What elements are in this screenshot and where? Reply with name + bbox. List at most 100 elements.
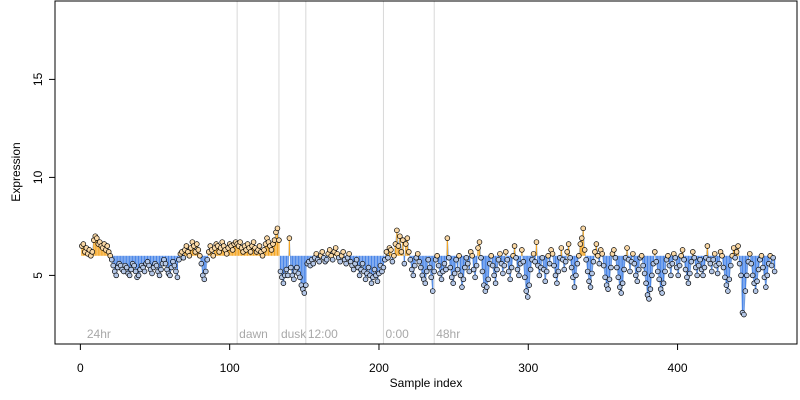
data-point — [602, 274, 608, 281]
data-point — [478, 255, 484, 261]
data-point — [758, 253, 765, 259]
data-point — [523, 288, 529, 294]
data-point — [618, 290, 624, 296]
data-point — [380, 264, 387, 271]
data-point — [768, 262, 775, 269]
data-point — [660, 280, 667, 286]
data-point — [462, 264, 468, 271]
data-point — [647, 286, 654, 292]
data-point — [513, 255, 519, 261]
data-point — [126, 272, 133, 279]
data-point — [259, 253, 266, 259]
data-point — [764, 272, 771, 279]
data-point — [656, 276, 662, 283]
data-point — [589, 270, 595, 277]
data-point — [173, 268, 179, 275]
data-point — [310, 260, 317, 267]
data-point — [600, 262, 607, 269]
data-point — [577, 241, 584, 247]
data-point — [472, 274, 478, 281]
data-point — [695, 262, 702, 269]
data-point — [194, 241, 200, 247]
data-point — [567, 255, 573, 261]
data-point — [504, 256, 511, 263]
data-point — [180, 255, 187, 261]
data-point — [561, 266, 567, 273]
data-point — [491, 272, 497, 279]
data-point — [719, 253, 725, 259]
data-point — [286, 235, 293, 241]
data-point — [581, 247, 588, 253]
data-point — [204, 256, 211, 263]
x-axis-title: Sample index — [390, 376, 463, 390]
data-point — [530, 251, 537, 257]
data-point — [665, 253, 671, 259]
data-point — [688, 258, 695, 265]
data-point — [398, 249, 405, 255]
data-point — [599, 251, 605, 257]
data-point — [659, 290, 665, 296]
data-point — [501, 262, 508, 269]
data-points — [79, 225, 778, 318]
data-point — [303, 282, 309, 288]
data-point — [400, 237, 406, 243]
data-point — [586, 278, 592, 285]
data-point — [701, 264, 708, 271]
data-point — [394, 227, 400, 234]
data-point — [733, 249, 740, 255]
data-point — [353, 256, 360, 263]
data-point — [616, 284, 623, 290]
data-point — [423, 268, 430, 275]
data-point — [771, 268, 778, 275]
annotation-label: 24hr — [87, 327, 111, 341]
annotation-label: dawn — [239, 327, 268, 341]
annotations: 24hr dawn dusk 12:00 0:00 48hr — [87, 327, 460, 341]
data-point — [132, 268, 139, 275]
data-point — [576, 253, 582, 259]
data-point — [401, 260, 408, 267]
data-point — [526, 282, 532, 288]
data-point — [343, 260, 349, 267]
data-point — [485, 276, 492, 283]
data-point — [407, 256, 414, 263]
data-point — [726, 276, 733, 283]
data-point — [453, 256, 459, 263]
data-point — [554, 280, 560, 286]
data-point — [492, 280, 499, 286]
data-point — [301, 290, 308, 296]
x-tick-label: 400 — [668, 361, 688, 375]
y-tick-label: 10 — [31, 170, 45, 184]
data-point — [313, 251, 320, 257]
data-point — [522, 274, 528, 281]
data-point — [691, 255, 698, 261]
data-point — [256, 243, 263, 249]
annotation-label: 12:00 — [308, 327, 338, 341]
data-point — [247, 249, 254, 255]
data-point — [546, 260, 553, 267]
data-point — [418, 264, 424, 271]
data-point — [431, 268, 437, 275]
data-point — [276, 237, 282, 243]
data-point — [329, 256, 336, 263]
data-point — [80, 241, 87, 247]
data-point — [605, 286, 611, 292]
x-axis: 0 100 200 300 400 — [77, 343, 688, 375]
data-point — [720, 264, 727, 271]
data-point — [519, 247, 525, 253]
data-point — [631, 260, 638, 267]
data-point — [368, 280, 375, 286]
data-point — [653, 258, 660, 265]
data-point — [595, 253, 601, 259]
data-point — [685, 280, 692, 286]
data-point — [697, 256, 703, 263]
data-point — [580, 225, 586, 232]
data-point — [694, 272, 700, 279]
data-point — [527, 266, 534, 273]
data-point — [508, 264, 515, 271]
data-point — [760, 264, 766, 271]
data-point — [704, 243, 711, 249]
data-point — [722, 274, 728, 281]
data-point — [459, 284, 465, 290]
data-point — [365, 264, 372, 271]
data-point — [198, 260, 205, 267]
